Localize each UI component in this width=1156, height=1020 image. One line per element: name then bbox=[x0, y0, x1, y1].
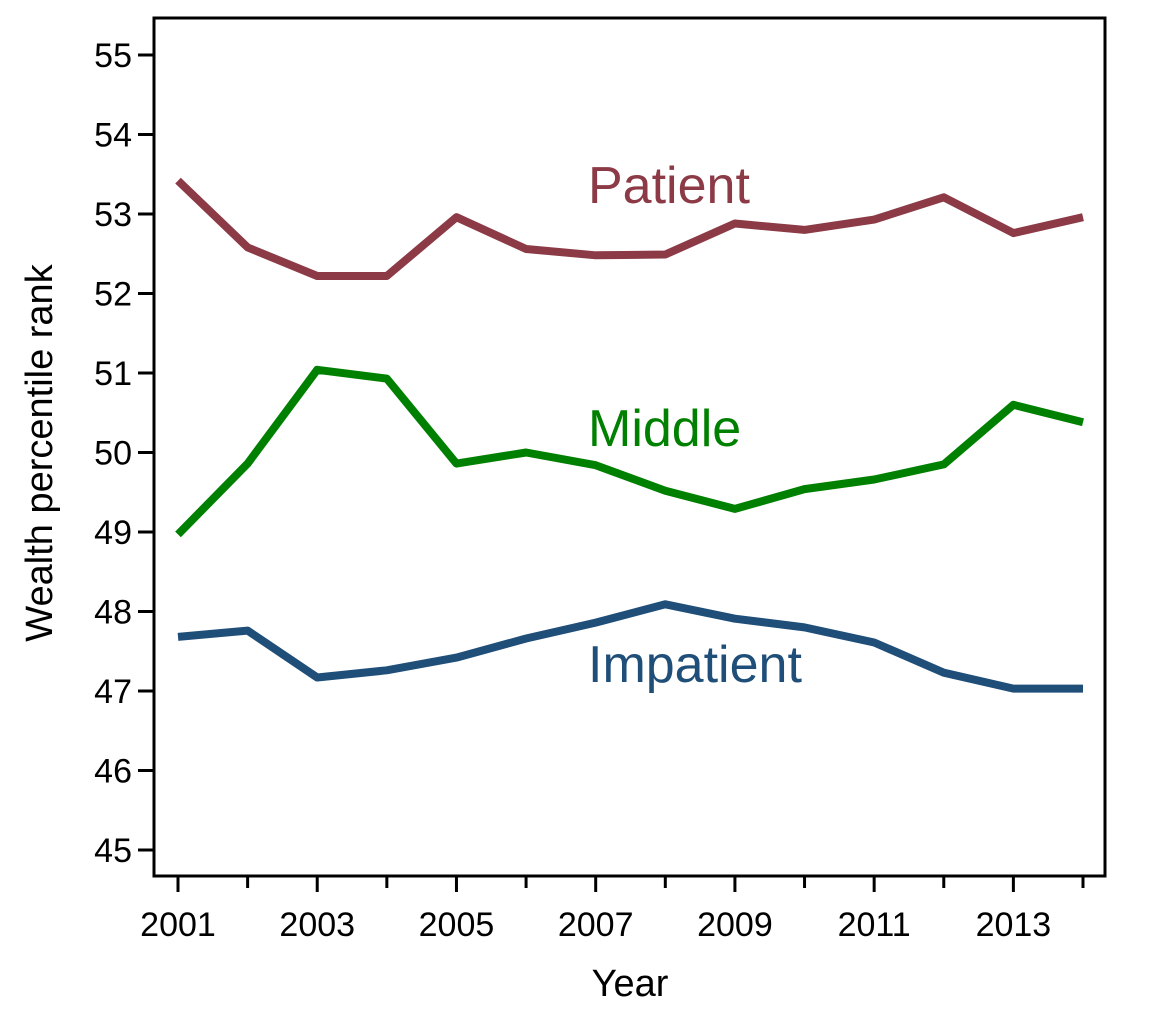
series-line-patient bbox=[175, 177, 1084, 280]
x-axis: 2001 2003 2005 2007 2009 2011 2013 bbox=[140, 876, 1085, 944]
y-tick-label: 51 bbox=[94, 355, 132, 393]
series-lines bbox=[175, 177, 1084, 693]
x-tick-label: 2007 bbox=[558, 906, 634, 944]
series-label-middle: Middle bbox=[588, 400, 741, 458]
series-line-impatient bbox=[177, 600, 1083, 693]
x-tick-label: 2011 bbox=[838, 906, 911, 944]
y-tick-label: 55 bbox=[94, 37, 132, 75]
plot-frame bbox=[152, 16, 1107, 878]
x-tick-label: 2001 bbox=[140, 906, 216, 944]
series-label-patient: Patient bbox=[588, 157, 750, 215]
y-tick-label: 46 bbox=[94, 753, 132, 791]
y-axis: 45 46 47 48 49 50 51 52 53 54 55 bbox=[94, 37, 154, 870]
x-axis-title: Year bbox=[592, 963, 669, 1005]
y-tick-label: 53 bbox=[94, 196, 132, 234]
x-tick-label: 2013 bbox=[976, 906, 1052, 944]
series-label-impatient: Impatient bbox=[588, 636, 802, 694]
y-tick-label: 49 bbox=[94, 514, 132, 552]
x-tick-label: 2005 bbox=[419, 906, 495, 944]
series-line-middle bbox=[175, 365, 1084, 538]
x-tick-label: 2003 bbox=[279, 906, 355, 944]
y-tick-label: 50 bbox=[94, 435, 132, 473]
y-tick-label: 45 bbox=[94, 832, 132, 870]
y-axis-title: Wealth percentile rank bbox=[19, 263, 61, 641]
x-tick-label: 2009 bbox=[697, 906, 773, 944]
y-tick-label: 54 bbox=[94, 117, 132, 155]
y-tick-label: 48 bbox=[94, 594, 132, 632]
series-labels: Patient Middle Impatient bbox=[588, 157, 802, 694]
y-tick-label: 52 bbox=[94, 276, 132, 314]
y-tick-label: 47 bbox=[94, 673, 132, 711]
